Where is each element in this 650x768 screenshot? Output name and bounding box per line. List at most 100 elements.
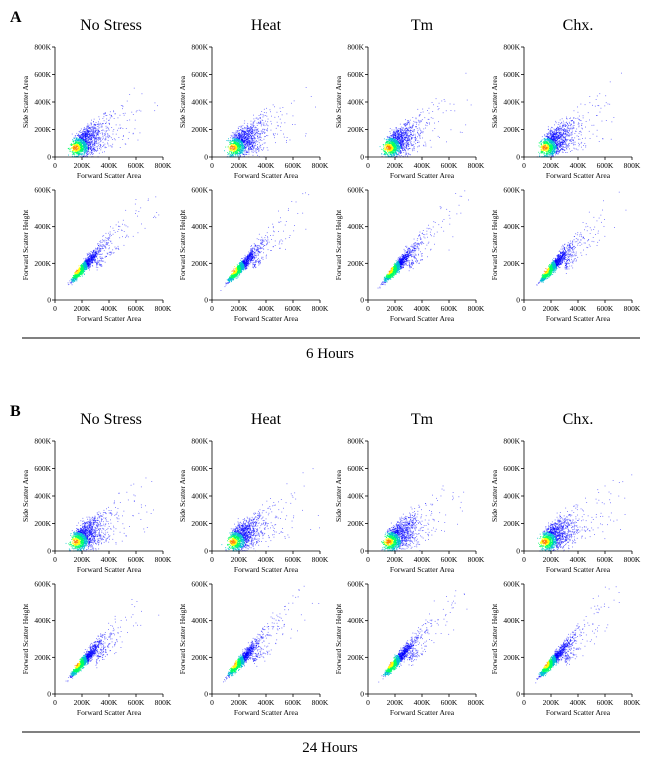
data-point bbox=[99, 123, 100, 124]
data-point bbox=[99, 153, 100, 154]
data-point bbox=[82, 142, 83, 143]
data-point bbox=[246, 128, 247, 129]
panel-letter: A bbox=[10, 9, 22, 26]
data-point bbox=[91, 147, 92, 148]
data-point bbox=[93, 137, 94, 138]
data-point bbox=[99, 138, 100, 139]
data-point bbox=[87, 126, 88, 127]
data-point bbox=[113, 129, 114, 130]
data-point bbox=[105, 112, 106, 113]
data-point bbox=[71, 145, 72, 146]
data-point bbox=[92, 148, 93, 149]
data-point bbox=[81, 144, 82, 145]
data-point bbox=[87, 124, 88, 125]
data-point bbox=[83, 138, 84, 139]
data-point bbox=[87, 136, 88, 137]
data-point bbox=[108, 128, 109, 129]
data-point bbox=[89, 141, 90, 142]
data-point bbox=[91, 120, 92, 121]
data-point bbox=[81, 154, 82, 155]
data-point bbox=[113, 134, 114, 135]
data-point bbox=[91, 152, 92, 153]
data-point bbox=[79, 140, 80, 141]
data-point bbox=[76, 144, 77, 145]
data-point bbox=[92, 133, 93, 134]
data-point bbox=[78, 142, 79, 143]
data-point bbox=[93, 148, 94, 149]
data-point bbox=[75, 143, 76, 144]
data-point bbox=[97, 132, 98, 133]
data-point bbox=[94, 147, 95, 148]
data-point bbox=[96, 140, 97, 141]
data-point bbox=[95, 142, 96, 143]
data-point bbox=[85, 133, 86, 134]
column-title: Chx. bbox=[563, 17, 594, 34]
data-point bbox=[83, 130, 84, 131]
data-point bbox=[81, 143, 82, 144]
data-point bbox=[84, 151, 85, 152]
data-point bbox=[90, 132, 91, 133]
data-point bbox=[91, 153, 92, 154]
data-point bbox=[77, 145, 78, 146]
data-point bbox=[77, 142, 78, 143]
data-point bbox=[100, 145, 101, 146]
data-point bbox=[87, 153, 88, 154]
data-point bbox=[88, 137, 89, 138]
data-point bbox=[82, 136, 83, 137]
data-point bbox=[76, 149, 77, 150]
data-point bbox=[103, 145, 104, 146]
data-point bbox=[74, 151, 75, 152]
data-point bbox=[99, 139, 100, 140]
data-point bbox=[89, 135, 90, 136]
data-point bbox=[82, 143, 83, 144]
data-point bbox=[131, 112, 132, 113]
data-point bbox=[120, 127, 121, 128]
data-point bbox=[93, 122, 94, 123]
data-point bbox=[89, 142, 90, 143]
data-point bbox=[77, 148, 78, 149]
data-point bbox=[105, 139, 106, 140]
data-point bbox=[86, 144, 87, 145]
data-point bbox=[96, 143, 97, 144]
data-point bbox=[86, 137, 87, 138]
data-point bbox=[99, 124, 100, 125]
data-point bbox=[86, 132, 87, 133]
data-point bbox=[106, 126, 107, 127]
data-point bbox=[107, 143, 108, 144]
data-point bbox=[94, 145, 95, 146]
data-point bbox=[69, 148, 70, 149]
data-point bbox=[93, 151, 94, 152]
data-point bbox=[81, 151, 82, 152]
data-point bbox=[253, 152, 254, 153]
data-point bbox=[122, 108, 123, 109]
data-point bbox=[244, 128, 245, 129]
data-point bbox=[75, 140, 76, 141]
data-point bbox=[262, 132, 263, 133]
data-point bbox=[93, 129, 94, 130]
data-point bbox=[123, 136, 124, 137]
data-point bbox=[102, 127, 103, 128]
data-point bbox=[98, 135, 99, 136]
data-point bbox=[86, 150, 87, 151]
data-point bbox=[74, 140, 75, 141]
data-point bbox=[98, 133, 99, 134]
data-point bbox=[88, 131, 89, 132]
data-point bbox=[83, 134, 84, 135]
data-point bbox=[97, 148, 98, 149]
data-point bbox=[100, 133, 101, 134]
data-point bbox=[274, 117, 275, 118]
data-point bbox=[96, 135, 97, 136]
data-point bbox=[109, 135, 110, 136]
x-axis-label: Forward Scatter Area bbox=[77, 171, 142, 180]
data-point bbox=[83, 144, 84, 145]
data-point bbox=[126, 128, 127, 129]
data-point bbox=[70, 151, 71, 152]
data-point bbox=[85, 151, 86, 152]
data-point bbox=[86, 148, 87, 149]
data-point bbox=[102, 152, 103, 153]
data-point bbox=[103, 129, 104, 130]
data-point bbox=[95, 138, 96, 139]
data-point bbox=[114, 138, 115, 139]
data-point bbox=[261, 131, 262, 132]
data-point bbox=[84, 155, 85, 156]
